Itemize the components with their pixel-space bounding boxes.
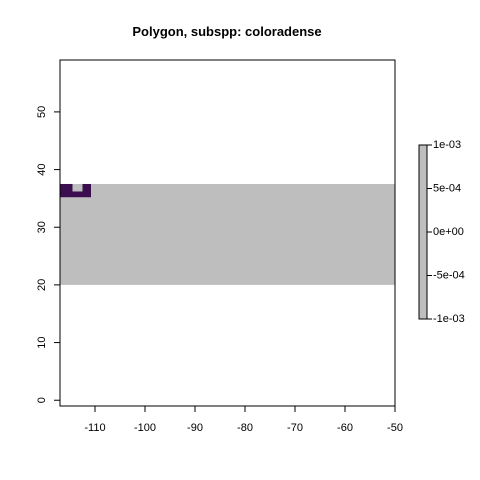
legend-tick-label-3: -5e-04 [433,270,465,282]
x-tick-label-4: -70 [287,422,303,434]
polygon-cell-0 [60,183,73,198]
polygon-cell-1 [72,191,83,198]
y-tick-label-3: 30 [36,221,48,233]
legend-color-bar [418,144,428,320]
plot-area [60,183,395,285]
legend-tick-label-1: 5e-04 [433,183,461,195]
y-tick-label-0: 0 [36,397,48,403]
legend-tick-label-4: -1e-03 [433,313,465,325]
x-tick-label-2: -90 [187,422,203,434]
legend-tick-label-0: 1e-03 [433,139,461,151]
axes: -110 -100 -90 -80 -70 -60 -50 0 10 20 30 40 50 [36,59,403,434]
y-tick-label-1: 10 [36,336,48,348]
y-tick-label-4: 40 [36,163,48,175]
chart-title: Polygon, subspp: coloradense [132,24,321,39]
legend-tick-label-2: 0e+00 [433,226,464,238]
x-tick-label-6: -50 [387,422,403,434]
x-tick-label-3: -80 [237,422,253,434]
range-band [60,183,395,285]
x-tick-label-1: -100 [134,422,156,434]
x-tick-label-5: -60 [337,422,353,434]
y-tick-label-2: 20 [36,279,48,291]
y-tick-label-5: 50 [36,106,48,118]
x-tick-label-0: -110 [84,422,105,434]
legend: 1e-03 5e-04 0e+00 -5e-04 -1e-03 [418,139,465,325]
polygon-cell-2 [82,183,91,198]
